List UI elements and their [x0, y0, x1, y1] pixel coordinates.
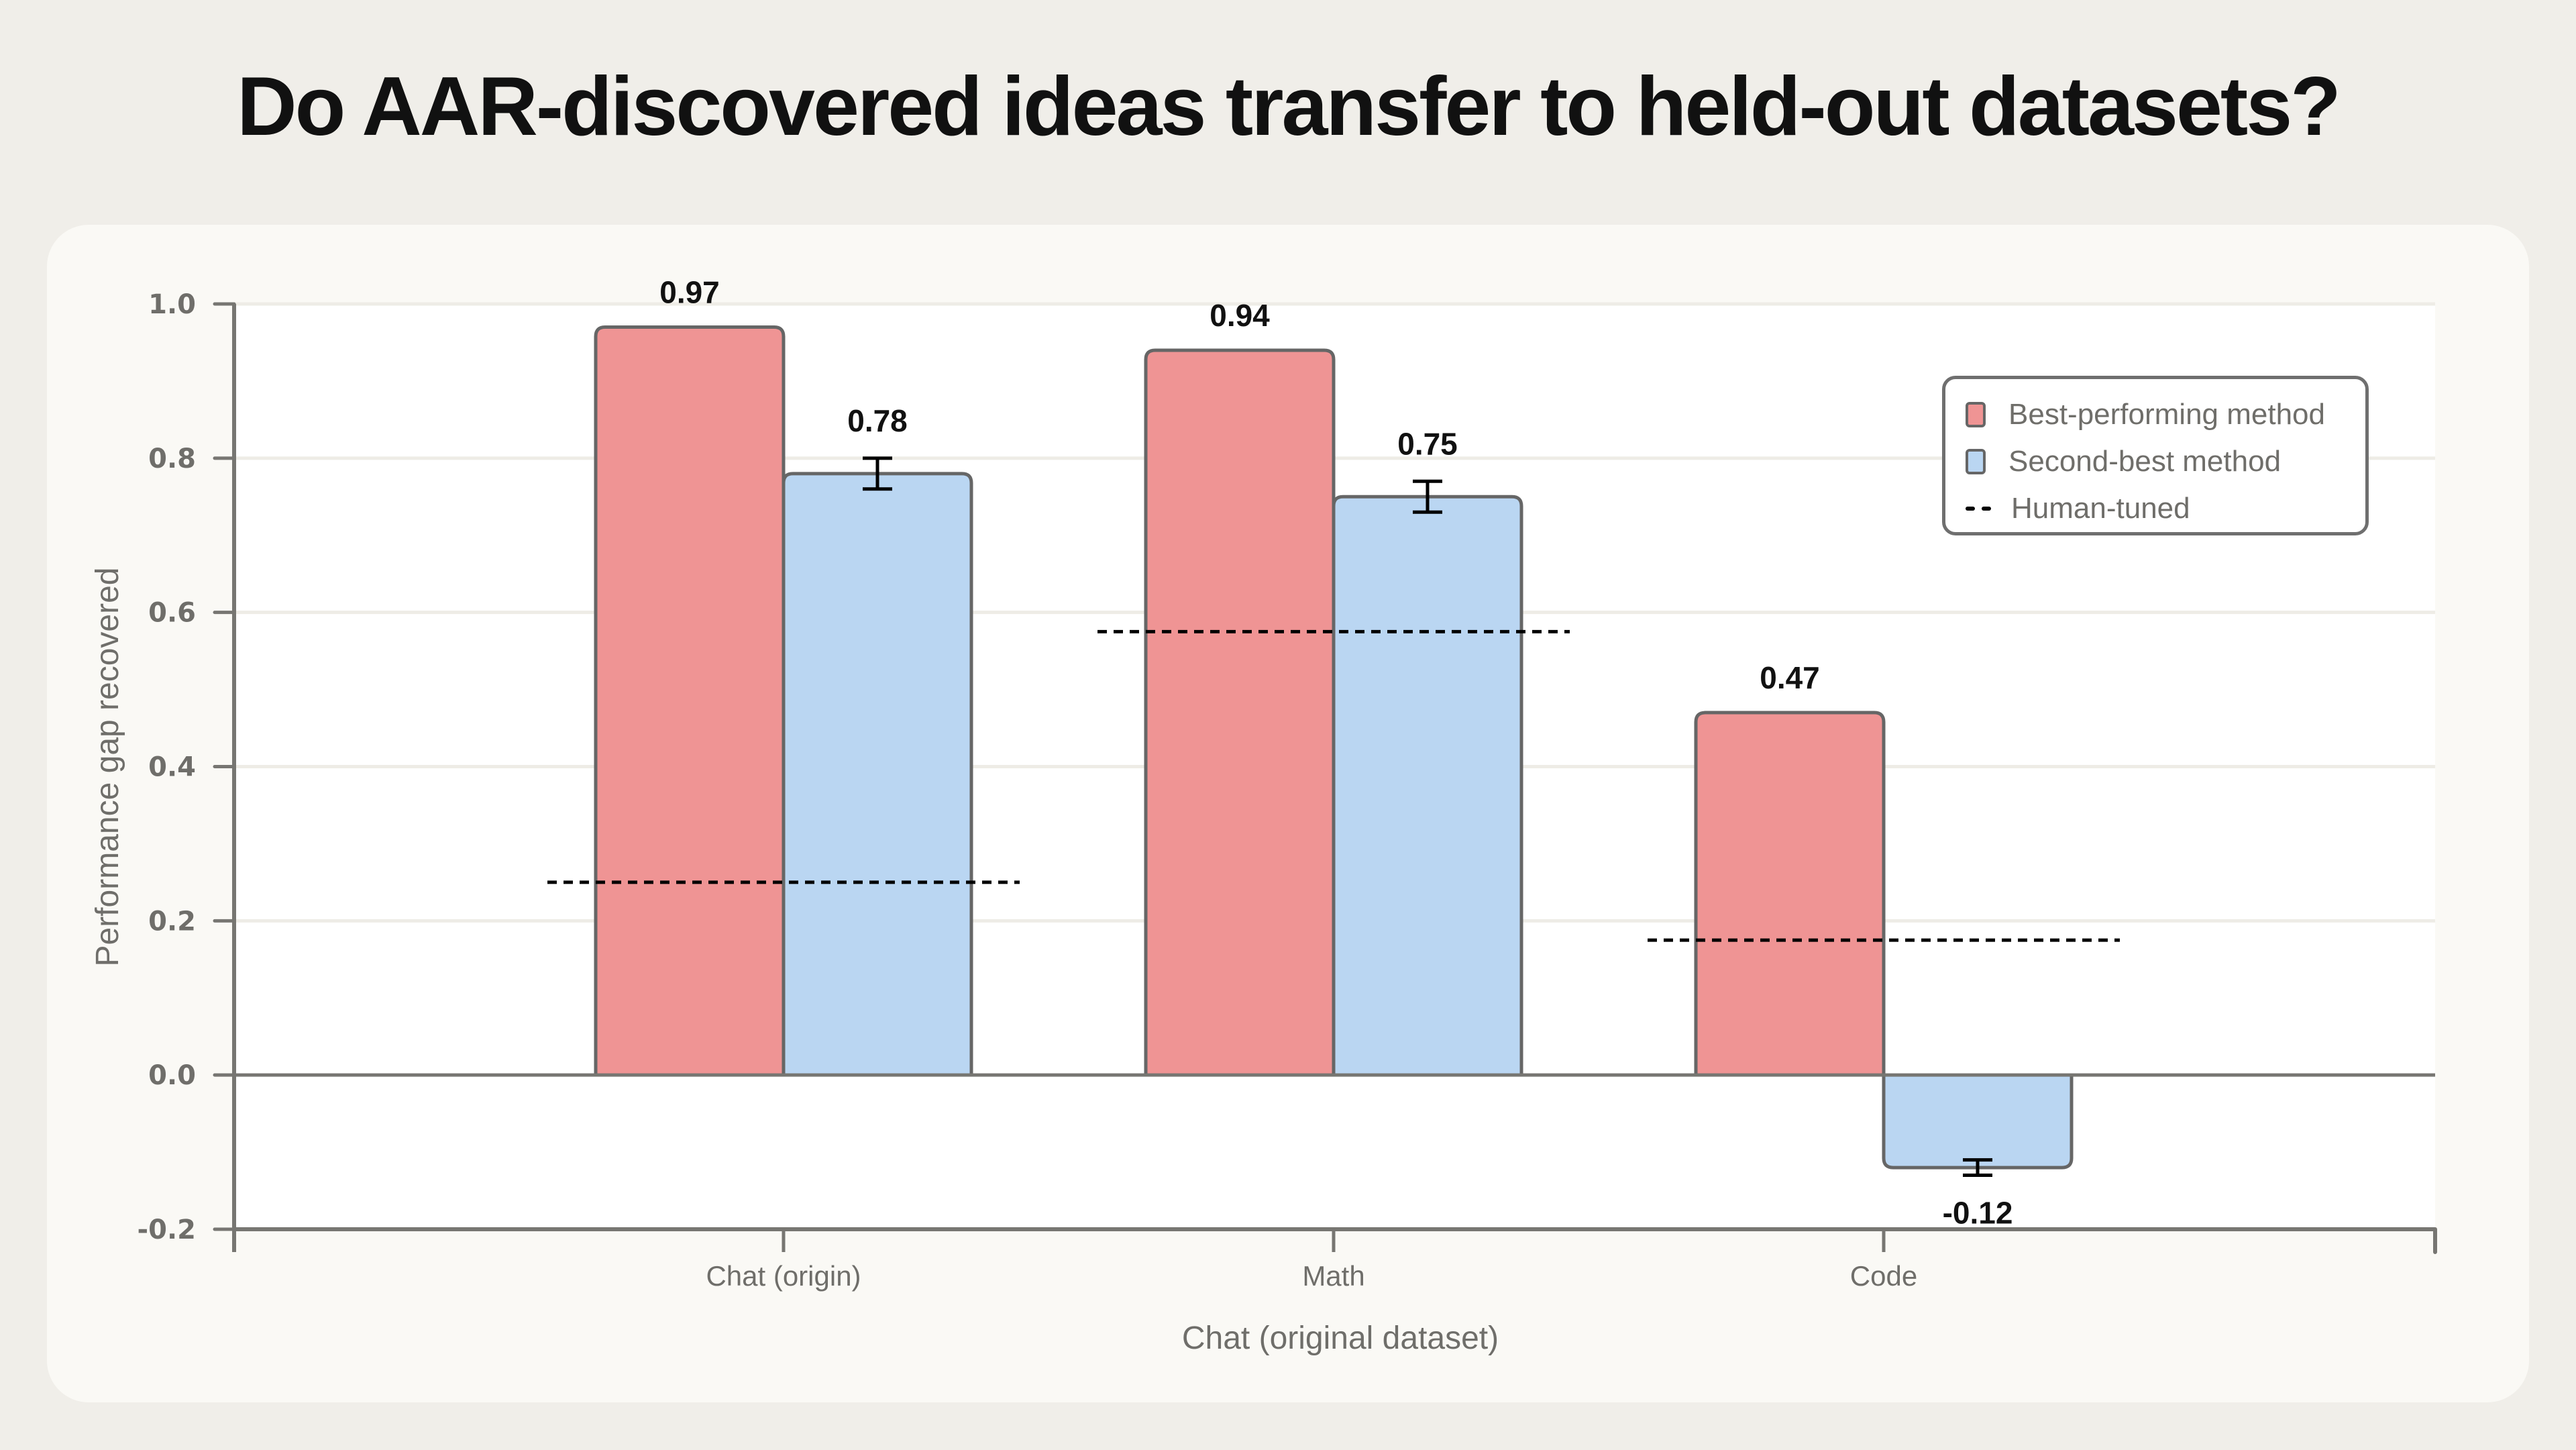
legend-item-second: Second-best method [1966, 445, 2281, 478]
human-tuned-lines [547, 629, 2120, 942]
dashed-line-icon [1966, 507, 1991, 511]
value-label-best: 0.97 [659, 274, 720, 309]
y-tick-label: 1.0 [148, 289, 196, 320]
y-tick-label: 0.4 [148, 752, 196, 783]
value-labels: 0.97 0.78 0.94 0.75 0.47 -0.12 [659, 274, 2012, 1230]
x-category-label: Chat (origin) [706, 1260, 861, 1292]
x-category-label: Code [1850, 1260, 1917, 1292]
y-tick-label: 0.8 [148, 444, 196, 474]
axes: 1.0 0.8 0.6 0.4 0.2 0.0 -0.2 Chat (origin) Math C… [138, 289, 2437, 1292]
y-tick-label: 0.2 [148, 906, 196, 937]
bars [594, 325, 2074, 1170]
value-label-second: 0.78 [847, 403, 908, 438]
best-swatch-icon [1966, 402, 1986, 427]
value-label-second: -0.12 [1943, 1196, 2013, 1231]
x-category-label: Math [1302, 1260, 1364, 1292]
x-axis-title: Chat (original dataset) [1182, 1320, 1499, 1356]
bar-best [1144, 348, 1336, 1076]
second-swatch-icon [1966, 449, 1986, 474]
error-bars [863, 456, 1992, 1178]
y-tick-label: 0.6 [148, 598, 196, 629]
y-axis-title: Performance gap recovered [90, 568, 125, 967]
legend-item-human: Human-tuned [1966, 492, 2190, 525]
chart-title: Do AAR-discovered ideas transfer to held… [237, 60, 2341, 153]
bar-best [594, 325, 786, 1076]
y-tick-label: 0.0 [148, 1060, 196, 1091]
value-label-best: 0.47 [1760, 660, 1820, 695]
bar-best [1694, 711, 1886, 1076]
legend: Best-performing method Second-best metho… [1942, 376, 2369, 535]
bar-second [782, 472, 973, 1076]
y-tick-label: -0.2 [138, 1214, 196, 1245]
bar-second [1882, 1075, 2074, 1170]
bar-second [1332, 495, 1523, 1076]
legend-item-best: Best-performing method [1966, 398, 2325, 431]
value-label-second: 0.75 [1397, 426, 1458, 461]
value-label-best: 0.94 [1210, 298, 1270, 333]
